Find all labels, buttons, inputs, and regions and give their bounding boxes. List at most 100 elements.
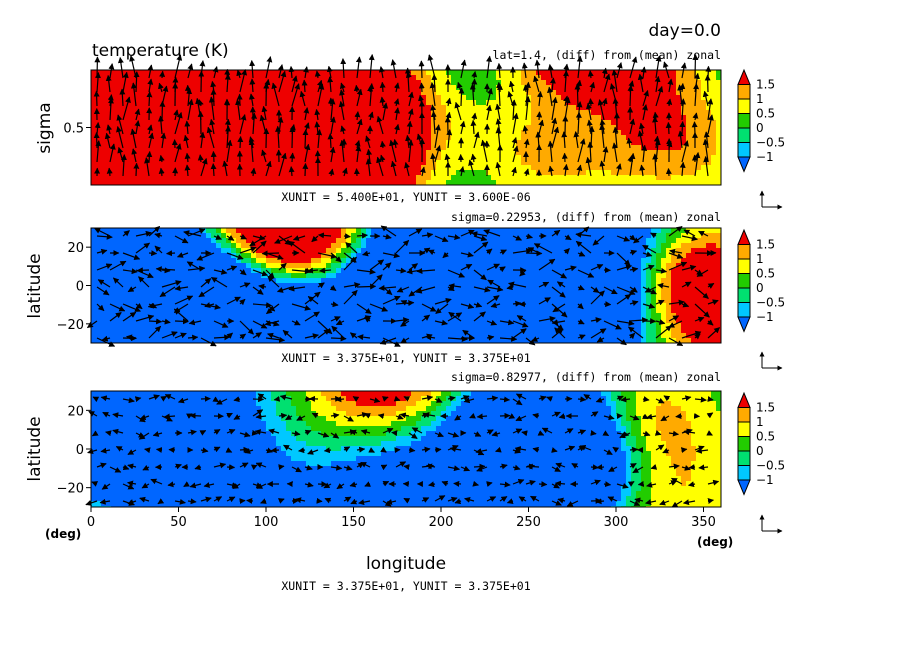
field-cell [441,263,446,268]
field-cell [111,258,116,263]
field-cell [491,258,496,263]
field-cell [641,170,646,175]
field-cell [526,243,531,248]
field-cell [411,105,416,110]
field-cell [531,90,536,95]
field-cell [151,170,156,175]
field-cell [91,80,96,85]
field-cell [536,95,541,100]
field-cell [426,228,431,233]
field-cell [131,273,136,278]
field-cell [361,105,366,110]
field-cell [711,243,716,248]
field-cell [161,130,166,135]
field-cell [396,75,401,80]
field-cell [521,145,526,150]
field-cell [241,85,246,90]
field-cell [236,145,241,150]
field-cell [426,75,431,80]
field-cell [176,243,181,248]
field-cell [506,115,511,120]
field-cell [211,258,216,263]
field-cell [181,140,186,145]
field-cell [306,90,311,95]
field-cell [286,100,291,105]
field-cell [391,115,396,120]
field-cell [291,80,296,85]
field-cell [486,170,491,175]
field-cell [321,130,326,135]
field-cell [241,100,246,105]
field-cell [691,170,696,175]
field-cell [551,243,556,248]
field-cell [376,95,381,100]
field-cell [626,125,631,130]
field-cell [311,278,316,283]
field-cell [321,140,326,145]
field-cell [561,90,566,95]
field-cell [661,165,666,170]
field-cell [426,140,431,145]
field-cell [511,228,516,233]
vector-arrow [341,167,348,177]
field-cell [591,180,596,185]
field-cell [316,90,321,95]
field-cell [256,165,261,170]
field-cell [246,228,251,233]
field-cell [506,273,511,278]
field-cell [171,233,176,238]
field-cell [161,175,166,180]
field-cell [361,140,366,145]
field-cell [376,288,381,293]
field-cell [131,243,136,248]
field-cell [281,150,286,155]
field-cell [381,135,386,140]
field-cell [641,175,646,180]
colorbar-segment [737,84,751,100]
field-cell [596,273,601,278]
field-cell [276,70,281,75]
field-cell [436,233,441,238]
field-cell [556,80,561,85]
field-cell [606,120,611,125]
field-cell [101,100,106,105]
field-cell [226,253,231,258]
field-cell [591,115,596,120]
field-cell [506,110,511,115]
field-cell [406,180,411,185]
field-cell [136,140,141,145]
field-cell [681,150,686,155]
field-cell [216,75,221,80]
field-cell [251,273,256,278]
field-cell [361,95,366,100]
field-cell [191,75,196,80]
vector-arrow [495,103,502,121]
field-cell [201,120,206,125]
field-cell [201,263,206,268]
field-cell [711,135,716,140]
field-cell [156,90,161,95]
field-cell [631,70,636,75]
field-cell [136,243,141,248]
field-cell [591,228,596,233]
field-cell [466,238,471,243]
field-cell [586,165,591,170]
field-cell [306,233,311,238]
field-cell [411,100,416,105]
field-cell [516,80,521,85]
field-cell [216,228,221,233]
field-cell [476,80,481,85]
field-cell [701,238,706,243]
field-cell [556,150,561,155]
field-cell [171,293,176,298]
field-cell [691,288,696,293]
field-cell [661,170,666,175]
field-cell [156,150,161,155]
field-cell [246,180,251,185]
field-cell [681,258,686,263]
field-cell [486,100,491,105]
panel-1-unit-arrows [759,190,783,210]
field-cell [101,140,106,145]
field-cell [306,175,311,180]
field-cell [676,238,681,243]
